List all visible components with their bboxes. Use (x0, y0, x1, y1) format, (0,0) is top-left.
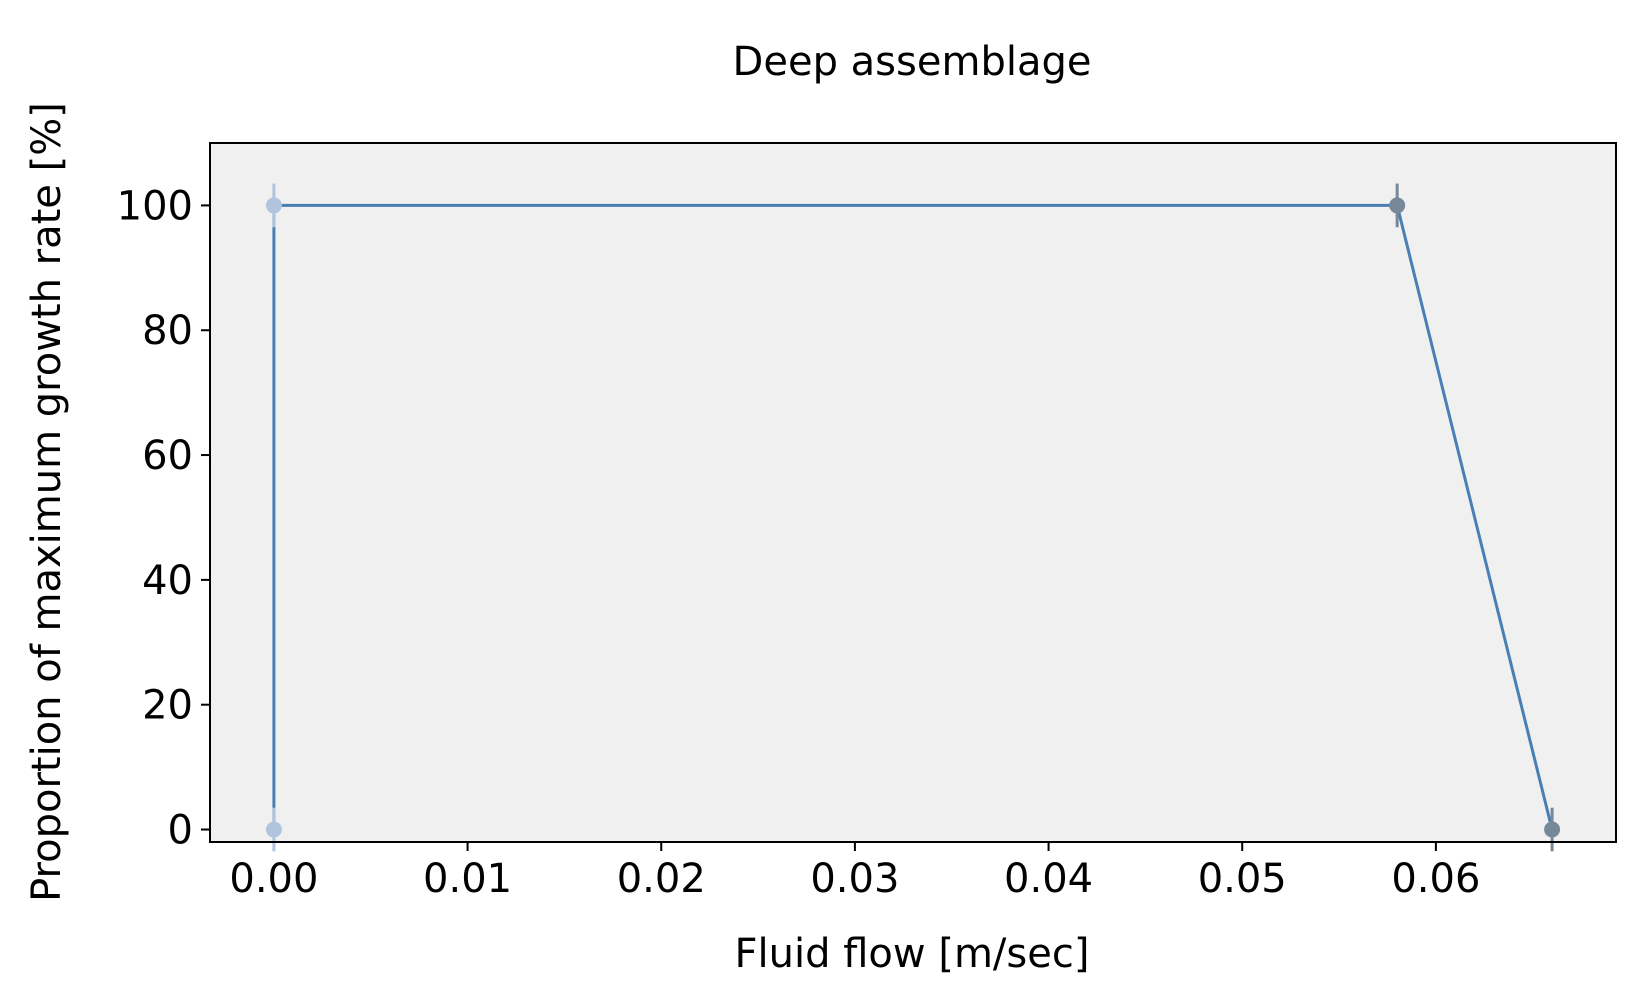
x-tick-label: 0.00 (229, 856, 318, 902)
data-point (266, 197, 282, 213)
x-tick-label: 0.05 (1198, 856, 1287, 902)
y-axis-label: Proportion of maximum growth rate [%] (24, 102, 70, 902)
y-tick-label: 40 (142, 558, 193, 604)
x-tick-label: 0.04 (1004, 856, 1093, 902)
x-axis-label: Fluid flow [m/sec] (735, 931, 1090, 977)
data-point (1544, 822, 1560, 838)
chart-title: Deep assemblage (733, 39, 1092, 85)
y-tick-label: 100 (117, 183, 193, 229)
y-tick-label: 60 (142, 433, 193, 479)
data-point (266, 822, 282, 838)
y-tick-label: 0 (168, 808, 193, 854)
x-axis: 0.00 0.01 0.02 0.03 0.04 0.05 0.06 (229, 842, 1480, 902)
plot-area (210, 143, 1616, 842)
y-tick-label: 80 (142, 308, 193, 354)
x-tick-label: 0.01 (423, 856, 512, 902)
x-tick-label: 0.03 (810, 856, 899, 902)
x-tick-label: 0.06 (1391, 856, 1480, 902)
y-tick-label: 20 (142, 683, 193, 729)
y-axis: 0 20 40 60 80 100 (117, 183, 210, 853)
x-tick-label: 0.02 (617, 856, 706, 902)
data-point (1389, 197, 1405, 213)
